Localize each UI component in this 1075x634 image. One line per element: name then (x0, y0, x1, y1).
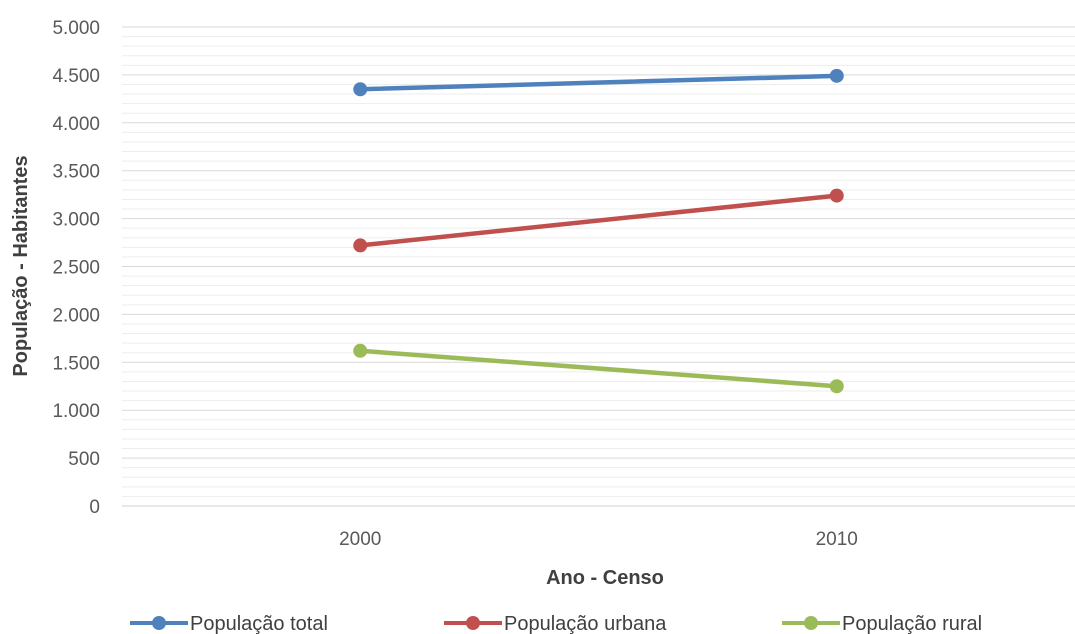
series-line-0 (358, 73, 839, 92)
y-tick-label: 4.000 (52, 114, 100, 135)
y-tick-label: 2.000 (52, 305, 100, 326)
series-lines (358, 73, 839, 389)
data-point-1-1 (829, 188, 844, 203)
major-gridlines (122, 26, 1075, 507)
legend-marker-dot-urbana (466, 616, 480, 630)
legend-item-rural: População rural (782, 613, 982, 634)
data-point-1-0 (353, 238, 368, 253)
data-point-2-1 (829, 379, 844, 394)
legend: População total População urbana Populaç… (130, 613, 982, 634)
legend-marker-dot-total (152, 616, 166, 630)
x-axis-tick-labels: 2000 2010 (339, 529, 858, 550)
y-tick-label: 3.500 (52, 162, 100, 183)
legend-label-total: População total (190, 613, 328, 634)
y-axis-title: População - Habitantes (10, 155, 32, 376)
y-axis-tick-labels: 0 500 1.000 1.500 2.000 2.500 3.000 3.500 4.000 4… (52, 18, 100, 518)
x-tick-label: 2010 (816, 529, 858, 550)
legend-label-urbana: População urbana (504, 613, 667, 634)
y-tick-label: 4.500 (52, 66, 100, 87)
minor-gridlines (122, 36, 1075, 497)
y-tick-label: 1.500 (52, 353, 100, 374)
x-tick-label: 2000 (339, 529, 381, 550)
legend-item-total: População total (130, 613, 328, 634)
series-points (353, 68, 844, 394)
x-axis-title: Ano - Censo (546, 567, 664, 589)
series-line-2 (358, 348, 839, 389)
data-point-0-0 (353, 82, 368, 97)
y-tick-label: 5.000 (52, 18, 100, 39)
y-tick-label: 500 (68, 449, 100, 470)
legend-marker-dot-rural (804, 616, 818, 630)
y-tick-label: 0 (89, 497, 100, 518)
data-point-2-0 (353, 343, 368, 358)
y-tick-label: 2.500 (52, 258, 100, 279)
data-point-0-1 (829, 68, 844, 83)
series-line-1 (358, 193, 839, 248)
y-tick-label: 1.000 (52, 401, 100, 422)
legend-label-rural: População rural (842, 613, 982, 634)
y-tick-label: 3.000 (52, 210, 100, 231)
legend-item-urbana: População urbana (444, 613, 667, 634)
